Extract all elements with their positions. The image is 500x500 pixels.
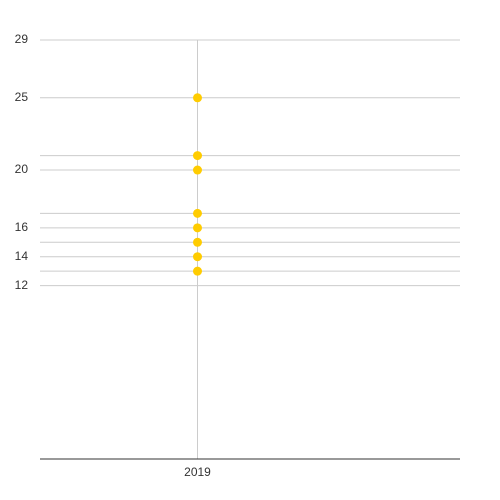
point bbox=[193, 208, 202, 218]
y-tick-label: 25 bbox=[15, 90, 29, 104]
y-tick-label: 12 bbox=[15, 278, 29, 292]
y-tick-label: 16 bbox=[15, 220, 29, 234]
point bbox=[193, 151, 202, 161]
y-tick-label: 20 bbox=[15, 162, 29, 176]
point bbox=[193, 165, 202, 175]
point bbox=[193, 223, 202, 233]
y-tick-label: 14 bbox=[15, 249, 29, 263]
y-tick-label: 29 bbox=[15, 32, 29, 46]
point bbox=[193, 266, 202, 276]
point bbox=[193, 252, 202, 262]
x-tick-label: 2019 bbox=[184, 465, 211, 479]
point bbox=[193, 93, 202, 103]
point bbox=[193, 237, 202, 247]
